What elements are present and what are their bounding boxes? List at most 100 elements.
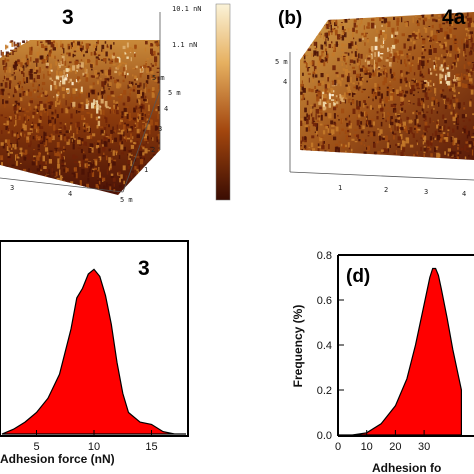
afm-speckle <box>48 137 52 143</box>
afm-speckle <box>26 60 30 65</box>
afm-speckle <box>468 144 472 148</box>
y-tick-label-right: 0.4 <box>317 340 332 352</box>
afm-speckle <box>316 89 319 92</box>
afm-speckle <box>158 168 160 173</box>
afm-speckle <box>353 22 357 28</box>
afm-speckle <box>305 22 308 29</box>
afm-speckle <box>130 160 133 167</box>
afm-speckle <box>97 185 100 191</box>
afm-speckle <box>323 34 325 40</box>
afm-speckle <box>408 82 411 88</box>
afm-speckle <box>423 153 425 159</box>
afm-speckle <box>403 94 407 98</box>
afm-speckle <box>358 82 360 85</box>
afm-speckle <box>36 168 41 172</box>
afm-speckle <box>451 13 454 15</box>
afm-speckle <box>108 157 111 163</box>
afm-speckle <box>466 17 469 22</box>
afm-speckle <box>89 99 93 102</box>
afm-speckle <box>104 101 108 107</box>
afm-speckle <box>97 194 99 195</box>
afm-speckle <box>27 173 29 179</box>
afm-speckle <box>454 104 456 110</box>
afm-left-axis-label: 5 m <box>152 74 165 82</box>
afm-speckle <box>157 105 160 112</box>
afm-speckle <box>342 96 345 99</box>
afm-speckle <box>380 108 384 111</box>
afm-speckle <box>348 123 352 129</box>
afm-speckle <box>464 145 467 151</box>
afm-speckle <box>392 89 395 92</box>
afm-speckle <box>139 105 143 109</box>
afm-speckle <box>417 91 419 94</box>
afm-speckle <box>159 182 160 186</box>
afm-speckle <box>320 14 324 18</box>
afm-speckle <box>147 75 150 80</box>
afm-speckle <box>145 141 148 145</box>
afm-speckle <box>139 82 142 87</box>
afm-speckle <box>377 58 381 63</box>
afm-speckle <box>468 51 472 56</box>
afm-speckle <box>21 110 25 113</box>
afm-speckle <box>386 73 388 78</box>
afm-speckle <box>56 96 59 101</box>
afm-speckle <box>121 111 124 116</box>
afm-speckle <box>154 41 157 44</box>
afm-speckle <box>429 45 431 48</box>
afm-speckle <box>432 44 434 48</box>
afm-speckle <box>85 123 89 127</box>
afm-speckle <box>106 182 108 188</box>
afm-speckle <box>332 28 335 32</box>
afm-speckle <box>417 29 420 34</box>
afm-speckle <box>53 96 55 98</box>
afm-speckle <box>352 53 356 58</box>
afm-speckle <box>314 69 318 74</box>
afm-speckle <box>353 134 358 137</box>
afm-left-base-tick: 4 <box>68 190 72 198</box>
afm-speckle <box>423 147 427 152</box>
afm-speckle <box>414 127 416 130</box>
afm-speckle <box>82 154 86 160</box>
afm-speckle <box>8 83 11 88</box>
afm-speckle <box>71 101 76 107</box>
afm-speckle <box>4 67 6 73</box>
afm-speckle <box>392 32 394 36</box>
afm-speckle <box>134 170 138 174</box>
afm-speckle <box>314 85 317 89</box>
afm-speckle <box>7 158 9 163</box>
afm-speckle <box>137 190 141 193</box>
afm-speckle <box>103 58 107 62</box>
afm-image-right: 5 m 4 1 2 3 4 (b) 4a <box>275 6 474 198</box>
afm-speckle <box>464 37 469 39</box>
afm-speckle <box>403 125 408 132</box>
afm-speckle <box>331 94 334 97</box>
afm-speckle <box>381 40 384 46</box>
afm-speckle <box>315 34 317 38</box>
afm-speckle <box>71 174 74 176</box>
afm-speckle <box>109 186 112 190</box>
afm-speckle <box>65 183 70 189</box>
afm-speckle <box>142 144 146 147</box>
afm-speckle <box>130 126 133 130</box>
afm-speckle <box>454 158 458 160</box>
afm-speckle <box>41 166 43 170</box>
afm-speckle <box>443 41 446 46</box>
afm-speckle <box>418 80 421 86</box>
afm-speckle <box>43 137 46 143</box>
afm-speckle <box>106 44 108 48</box>
afm-speckle <box>116 109 119 115</box>
afm-speckle <box>118 121 122 125</box>
afm-speckle <box>316 25 319 27</box>
colorbar <box>215 3 231 201</box>
afm-speckle <box>323 94 327 100</box>
afm-speckle <box>412 78 415 81</box>
afm-speckle <box>342 53 346 58</box>
afm-speckle <box>454 54 457 60</box>
afm-speckle <box>453 62 457 66</box>
afm-speckle <box>45 192 47 195</box>
afm-speckle <box>135 65 138 69</box>
afm-speckle <box>1 51 5 57</box>
afm-speckle <box>4 192 7 195</box>
afm-speckle <box>449 53 452 57</box>
afm-speckle <box>76 50 80 52</box>
